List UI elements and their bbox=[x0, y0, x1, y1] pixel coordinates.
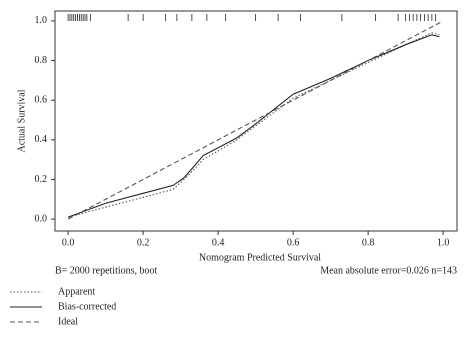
y-tick-label: 0.2 bbox=[35, 174, 48, 185]
x-tick-label: 0.6 bbox=[287, 237, 300, 248]
plot-frame bbox=[54, 10, 458, 232]
y-tick-label: 1.0 bbox=[35, 15, 48, 26]
footer-right: Mean absolute error=0.026 n=143 bbox=[320, 265, 457, 276]
x-tick-label: 1.0 bbox=[437, 237, 450, 248]
y-axis-label: Actual Survival bbox=[16, 89, 27, 152]
x-axis-label: Nomogram Predicted Survival bbox=[199, 252, 321, 263]
legend-label: Bias-corrected bbox=[58, 301, 116, 312]
y-tick-label: 0.4 bbox=[35, 134, 48, 145]
x-tick-label: 0.0 bbox=[62, 237, 75, 248]
y-tick-label: 0.0 bbox=[35, 213, 48, 224]
y-tick-label: 0.6 bbox=[35, 94, 48, 105]
x-tick-label: 0.8 bbox=[362, 237, 375, 248]
footer-left: B= 2000 repetitions, boot bbox=[55, 265, 158, 276]
x-tick-label: 0.4 bbox=[212, 237, 225, 248]
legend-label: Ideal bbox=[58, 316, 78, 327]
series-line bbox=[67, 34, 440, 218]
legend-label: Apparent bbox=[58, 286, 95, 297]
x-tick-label: 0.2 bbox=[137, 237, 150, 248]
y-tick-label: 0.8 bbox=[35, 55, 48, 66]
series-line bbox=[67, 20, 444, 220]
